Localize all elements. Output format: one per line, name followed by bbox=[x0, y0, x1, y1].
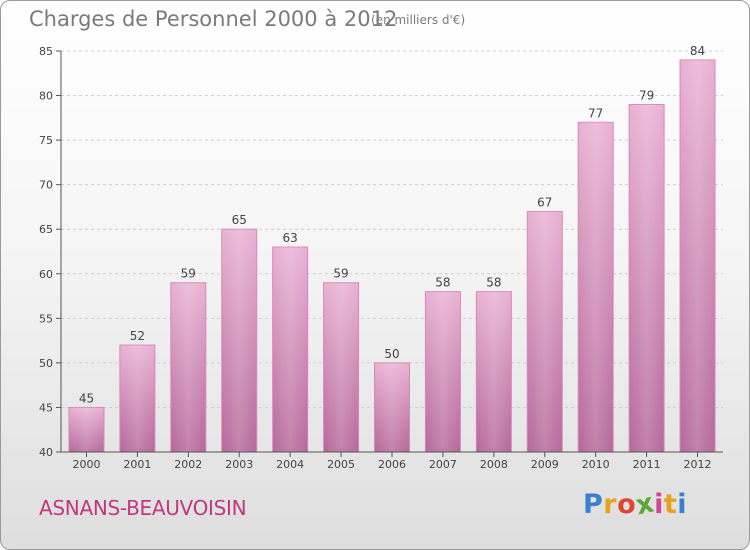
y-tick-label: 45 bbox=[39, 401, 53, 414]
x-tick-label: 2009 bbox=[531, 458, 559, 471]
data-label: 58 bbox=[486, 276, 501, 290]
logo-letter: t bbox=[663, 489, 678, 520]
chart-title: Charges de Personnel 2000 à 2012 bbox=[29, 7, 398, 31]
bar-sheen bbox=[527, 211, 563, 452]
y-tick-label: 50 bbox=[39, 357, 53, 370]
bar-sheen bbox=[170, 282, 206, 452]
bar-sheen bbox=[68, 407, 104, 452]
data-label: 67 bbox=[537, 195, 552, 209]
unit-note: (en milliers d'€) bbox=[371, 13, 466, 27]
bar-sheen bbox=[221, 229, 257, 452]
logo-letter: r bbox=[603, 489, 618, 520]
bar-sheen bbox=[374, 362, 410, 452]
y-tick-label: 80 bbox=[39, 90, 53, 103]
bar-sheen bbox=[425, 291, 461, 452]
data-label: 84 bbox=[690, 44, 705, 58]
data-label: 59 bbox=[181, 267, 196, 281]
data-label: 65 bbox=[232, 213, 247, 227]
x-tick-label: 2012 bbox=[684, 458, 712, 471]
city-name: ASNANS-BEAUVOISIN bbox=[39, 496, 247, 520]
x-tick-label: 2001 bbox=[123, 458, 151, 471]
bar-sheen bbox=[680, 59, 716, 453]
logo-letter: o bbox=[617, 489, 637, 520]
y-tick-label: 70 bbox=[39, 179, 53, 192]
y-tick-label: 75 bbox=[39, 134, 53, 147]
bar-sheen bbox=[323, 282, 359, 452]
x-tick-label: 2005 bbox=[327, 458, 355, 471]
data-label: 63 bbox=[283, 231, 298, 245]
bar-sheen bbox=[629, 104, 665, 452]
data-label: 58 bbox=[435, 276, 450, 290]
y-tick-label: 85 bbox=[39, 45, 53, 58]
bar-sheen bbox=[476, 291, 512, 452]
data-label: 59 bbox=[333, 267, 348, 281]
logo-letter: i bbox=[677, 489, 688, 520]
x-tick-label: 2008 bbox=[480, 458, 508, 471]
x-tick-label: 2004 bbox=[276, 458, 304, 471]
x-tick-label: 2007 bbox=[429, 458, 457, 471]
logo-letter: i bbox=[654, 489, 664, 520]
data-label: 77 bbox=[588, 106, 603, 120]
y-tick-label: 40 bbox=[39, 446, 53, 459]
bar-sheen bbox=[272, 247, 308, 452]
x-tick-label: 2011 bbox=[633, 458, 661, 471]
data-label: 45 bbox=[79, 391, 94, 405]
data-label: 79 bbox=[639, 88, 654, 102]
x-tick-label: 2010 bbox=[582, 458, 610, 471]
data-label: 50 bbox=[384, 347, 399, 361]
y-tick-label: 55 bbox=[39, 312, 53, 325]
logo-letter: P bbox=[583, 489, 604, 520]
bar-sheen bbox=[119, 345, 155, 452]
y-tick-label: 60 bbox=[39, 268, 53, 281]
data-label: 52 bbox=[130, 329, 145, 343]
bar-sheen bbox=[578, 122, 614, 453]
proxiti-logo: Proxiti bbox=[583, 487, 688, 521]
x-tick-label: 2006 bbox=[378, 458, 406, 471]
x-tick-label: 2003 bbox=[225, 458, 253, 471]
x-tick-label: 2002 bbox=[174, 458, 202, 471]
y-tick-label: 65 bbox=[39, 223, 53, 236]
x-tick-label: 2000 bbox=[72, 458, 100, 471]
